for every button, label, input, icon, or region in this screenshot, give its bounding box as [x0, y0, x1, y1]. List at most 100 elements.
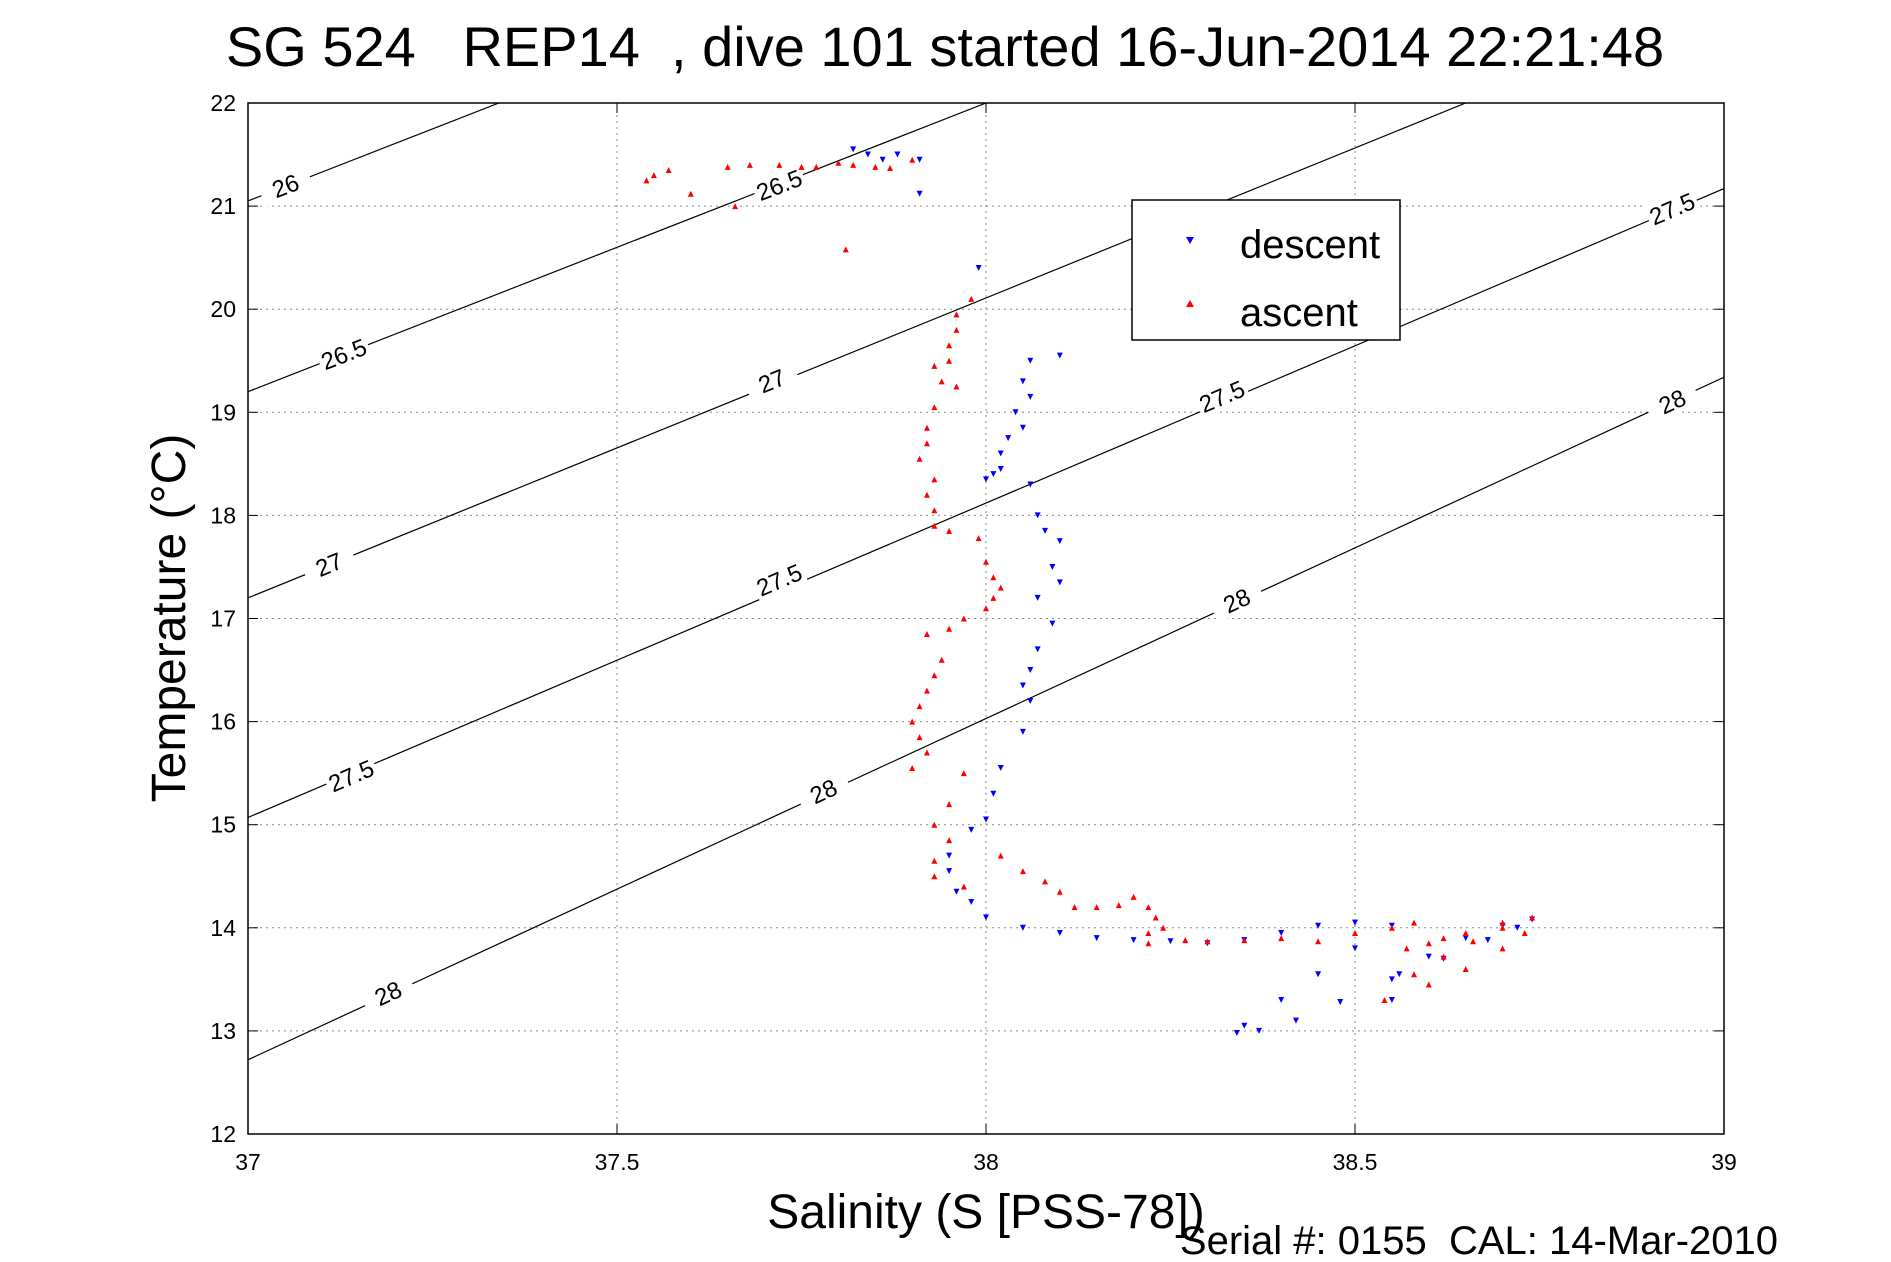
descent-point — [1019, 728, 1026, 735]
descent-point — [968, 826, 975, 833]
ascent-point — [813, 163, 820, 170]
descent-point — [1056, 929, 1063, 936]
contour-label-bg — [749, 557, 808, 602]
descent-point — [1388, 976, 1395, 983]
contour-label: 26.5 — [317, 334, 370, 376]
descent-point — [916, 190, 923, 197]
descent-point — [997, 764, 1004, 771]
y-tick-label: 13 — [210, 1018, 236, 1044]
ascent-point — [923, 440, 930, 447]
contour-label: 27.5 — [753, 559, 807, 602]
descent-point — [975, 264, 982, 271]
ascent-point — [1182, 937, 1189, 944]
ascent-point — [1278, 935, 1285, 942]
y-tick-label: 17 — [210, 606, 236, 632]
ascent-point — [997, 584, 1004, 591]
descent-point — [997, 466, 1004, 473]
contour-label-bg — [1207, 577, 1266, 623]
descent-point — [1278, 996, 1285, 1003]
contour-line-26.5 — [248, 103, 987, 393]
ascent-point — [909, 156, 916, 163]
ascent-point — [953, 326, 960, 333]
descent-point — [1241, 1022, 1248, 1029]
legend-box — [1131, 199, 1401, 341]
contour-label-bg — [1192, 373, 1251, 419]
ascent-point — [990, 574, 997, 581]
ascent-point — [1499, 945, 1506, 952]
ascent-point — [916, 455, 923, 462]
ascent-point — [990, 594, 997, 601]
x-tick-label: 37 — [235, 1149, 261, 1175]
ascent-point — [916, 703, 923, 710]
ascent-point — [983, 605, 989, 612]
ascent-point — [1440, 935, 1447, 942]
ascent-point — [1440, 953, 1447, 960]
ascent-point — [1521, 929, 1528, 936]
ascent-point — [687, 190, 694, 197]
footer-serial: Serial #: 0155 CAL: 14-Mar-2010 — [1180, 1219, 1778, 1262]
descent-point — [1315, 971, 1322, 978]
ascent-point — [1470, 938, 1477, 945]
ascent-point — [1042, 878, 1049, 885]
ascent-point — [732, 203, 739, 210]
ascent-point — [931, 821, 938, 828]
y-tick-label: 22 — [210, 90, 236, 116]
ascent-point — [931, 404, 938, 411]
ascent-point — [665, 167, 672, 174]
ascent-point — [1152, 914, 1159, 921]
ascent-point — [909, 764, 916, 771]
descent-point — [1315, 922, 1322, 929]
contour-label-bg — [1642, 186, 1701, 231]
ascent-point — [931, 672, 938, 679]
contour-label: 27.5 — [325, 755, 379, 798]
ascent-point — [1411, 919, 1418, 926]
y-tick-label: 15 — [210, 812, 236, 838]
grid-layer — [248, 103, 1724, 1134]
ascent-point — [923, 491, 930, 498]
descent-point — [1396, 971, 1403, 978]
ascent-point — [1315, 938, 1322, 945]
ascent-point — [1499, 924, 1506, 931]
x-tick-label: 37.5 — [595, 1149, 640, 1175]
descent-point — [1027, 667, 1034, 674]
ascent-point — [835, 159, 842, 166]
ascent-point — [1204, 938, 1211, 945]
ascent-point — [850, 161, 857, 168]
ascent-point — [643, 177, 650, 184]
contour-line-27 — [248, 103, 1466, 599]
ascent-point — [1411, 971, 1418, 978]
descent-point — [1034, 646, 1041, 653]
descent-point — [864, 151, 871, 158]
y-tick-label: 19 — [210, 399, 236, 425]
contour-label: 26.5 — [753, 165, 806, 207]
descent-point — [1027, 393, 1034, 400]
descent-point — [1027, 697, 1034, 704]
ascent-point — [1381, 996, 1388, 1003]
ascent-point — [798, 163, 805, 170]
ascent-point — [1130, 893, 1137, 900]
ascent-point — [1462, 929, 1469, 936]
y-tick-label: 12 — [210, 1121, 236, 1147]
descent-point — [1049, 563, 1056, 570]
contour-line-27.5 — [248, 188, 1724, 819]
descent-point — [1352, 945, 1358, 952]
descent-point — [1514, 924, 1521, 931]
ascent-point — [1160, 924, 1167, 931]
ascent-point — [946, 357, 953, 364]
ascent-point — [1388, 924, 1395, 931]
ascent-point — [923, 687, 930, 694]
ascent-point — [946, 801, 953, 808]
x-axis-label: Salinity (S [PSS-78]) — [767, 1186, 1204, 1239]
descent-point — [1292, 1017, 1299, 1024]
ascent-point — [968, 295, 975, 302]
contour-line-28 — [248, 376, 1724, 1061]
descent-point — [983, 816, 989, 823]
ascent-point — [872, 163, 879, 170]
ascent-series — [643, 156, 1536, 1003]
legend-descent-label: descent — [1240, 223, 1380, 267]
ascent-point — [960, 883, 967, 890]
descent-point — [1256, 1027, 1263, 1034]
ascent-point — [938, 378, 945, 385]
